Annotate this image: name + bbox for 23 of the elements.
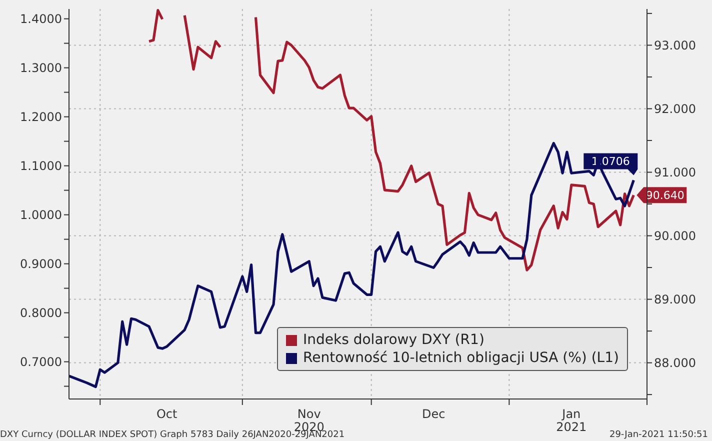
y-tick-label: 0.9000 xyxy=(20,257,62,272)
y2-tick-label: 90.000 xyxy=(654,229,696,244)
y2-tick-label: 93.000 xyxy=(654,38,696,52)
data-label: 90.640 xyxy=(646,189,684,202)
x-tick-label: Dec xyxy=(422,407,446,421)
x-tick-label: Oct xyxy=(156,407,178,421)
legend-label: Indeks dolarowy DXY (R1) xyxy=(303,331,484,349)
y2-tick-label: 92.000 xyxy=(654,102,696,116)
y-tick-label: 1.2000 xyxy=(20,110,62,124)
y2-tick-label: 88.000 xyxy=(654,356,696,370)
line-series xyxy=(69,142,635,388)
legend-label: Rentowność 10-letnich obligacji USA (%) (L1) xyxy=(303,349,619,367)
y-tick-label: 1.1000 xyxy=(20,159,62,174)
y-tick-label: 1.3000 xyxy=(20,61,62,76)
y-tick-label: 1.0000 xyxy=(20,208,62,222)
x-tick-label: Jan 2021 xyxy=(556,407,587,434)
y2-tick-label: 89.000 xyxy=(654,292,696,307)
y2-tick-label: 91.000 xyxy=(654,166,696,180)
y-tick-label: 1.4000 xyxy=(20,12,62,26)
text: 29-Jan-2021 11:50:51 xyxy=(609,430,708,440)
y-tick-label: 0.8000 xyxy=(20,306,62,320)
data-label: 1.0706 xyxy=(591,155,630,168)
y-tick-label: 0.7000 xyxy=(20,355,62,370)
